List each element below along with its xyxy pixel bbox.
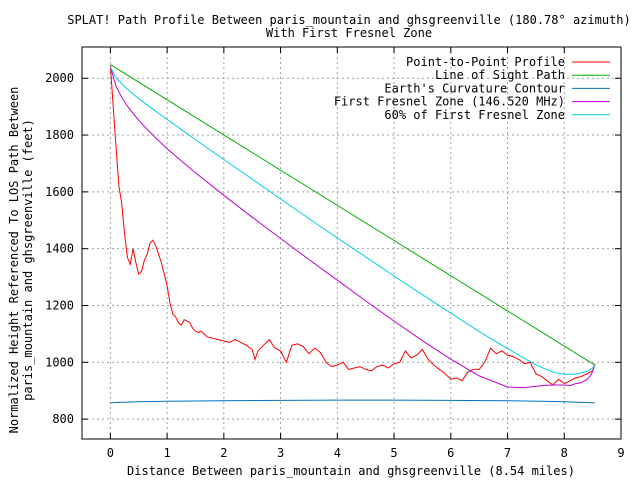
series-line-3 [110,399,595,404]
y-tick-label: 1600 [45,185,74,199]
series-line-2 [110,64,596,366]
plot-frame [81,46,622,440]
x-tick-label: 4 [334,446,341,460]
chart-title-line2: With First Fresnel Zone [266,26,432,40]
axis-ticks: 0 1 2 3 4 5 6 7 8 9 800 1000 1200 1400 1600 1800 2000 [45,47,625,460]
legend-label-1: Point-to-Point Profile [406,55,565,69]
x-tick-label: 8 [561,446,568,460]
x-tick-label: 9 [617,446,624,460]
x-tick-label: 3 [277,446,284,460]
data-series [109,64,596,404]
y-axis-label-line1: Normalized Height Referenced To LOS Path… [7,87,21,434]
series-line-5 [109,66,596,375]
y-tick-label: 800 [52,412,74,426]
series-line-1 [109,65,596,386]
legend-label-4: First Fresnel Zone (146.520 MHz) [334,95,565,109]
x-tick-label: 1 [163,446,170,460]
x-tick-label: 6 [447,446,454,460]
legend-label-3: Earth's Curvature Contour [384,81,565,95]
legend-label-5: 60% of First Fresnel Zone [384,108,565,122]
x-axis-label: Distance Between paris_mountain and ghsg… [127,464,575,478]
legend-label-2: Line of Sight Path [435,68,565,82]
series-line-4 [109,66,596,389]
y-tick-label: 2000 [45,71,74,85]
y-tick-label: 1000 [45,355,74,369]
x-tick-label: 2 [220,446,227,460]
y-tick-label: 1800 [45,128,74,142]
x-tick-label: 7 [504,446,511,460]
y-tick-label: 1400 [45,242,74,256]
x-tick-label: 5 [390,446,397,460]
chart-title-line1: SPLAT! Path Profile Between paris_mounta… [67,13,631,27]
y-tick-label: 1200 [45,298,74,312]
x-tick-label: 0 [107,446,114,460]
y-axis-label-line2: paris_mountain and ghsgreenville (feet) [21,119,35,401]
